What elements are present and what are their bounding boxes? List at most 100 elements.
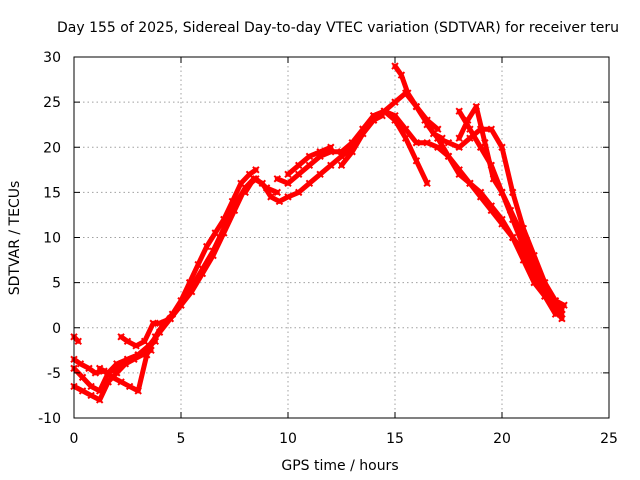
data-point-track-5 (155, 319, 164, 327)
data-point-track-3 (104, 378, 112, 386)
data-point-track-14 (498, 215, 506, 224)
data-point-track-7 (423, 179, 431, 188)
data-point-track-14 (466, 179, 474, 188)
data-point-track-16 (551, 310, 560, 318)
data-point-track-12 (391, 62, 399, 70)
data-point-track-5 (230, 206, 239, 215)
data-point-track-16 (455, 107, 463, 115)
x-tick-label: 5 (177, 431, 186, 447)
data-point-track-13 (560, 301, 568, 309)
data-point-track-5 (123, 337, 132, 345)
data-point-track-16 (519, 242, 528, 251)
data-point-track-6 (145, 342, 153, 350)
x-tick-label: 20 (493, 431, 511, 447)
data-point-track-14 (434, 134, 442, 142)
data-point-track-7 (412, 157, 421, 165)
data-point-track-2 (87, 382, 95, 391)
data-point-track-6 (113, 364, 121, 373)
tick-marks: 0 5 10 15 20 25 -10 -5 0 5 10 15 20 25 30 (38, 50, 618, 447)
data-point-track-6 (104, 369, 112, 377)
data-point-track-7 (275, 197, 284, 206)
y-axis-label: SDTVAR / TECUs (7, 181, 23, 296)
chart-title: Day 155 of 2025, Sidereal Day-to-day VTE… (57, 20, 619, 36)
data-point-track-7 (267, 193, 275, 201)
data-point-track-11 (401, 125, 410, 133)
data-point-track-11 (380, 107, 389, 115)
data-point-track-11 (359, 125, 367, 133)
data-point-track-3 (78, 387, 87, 395)
data-point-track-16 (530, 269, 538, 278)
data-point-track-7 (401, 134, 410, 142)
data-point-track-7 (241, 188, 249, 197)
data-point-track-11 (423, 139, 431, 147)
data-point-track-9 (327, 143, 335, 151)
data-point-track-1 (211, 229, 219, 237)
data-point-track-14 (423, 120, 431, 129)
data-point-track-6 (134, 351, 142, 359)
y-tick-label: -5 (47, 366, 61, 382)
data-point-track-9 (284, 170, 292, 179)
data-point-track-8 (284, 179, 292, 188)
data-point-track-13 (498, 143, 506, 151)
data-point-track-5 (117, 333, 125, 341)
series-line-track-16 (456, 108, 558, 317)
x-axis-label: GPS time / hours (281, 458, 398, 474)
data-point-track-7 (258, 179, 267, 188)
series-group (70, 62, 568, 404)
data-point-track-7 (305, 179, 314, 188)
data-point-track-11 (391, 111, 399, 120)
data-point-track-14 (455, 170, 463, 179)
data-point-track-3 (95, 396, 104, 404)
data-point-track-16 (476, 143, 485, 151)
data-point-track-9 (316, 148, 324, 156)
data-point-track-11 (412, 139, 421, 147)
data-point-track-6 (123, 355, 132, 364)
x-tick-label: 0 (70, 431, 79, 447)
data-point-track-10 (337, 161, 346, 170)
data-point-track-8 (305, 161, 314, 170)
y-tick-label: 5 (52, 276, 61, 292)
y-tick-label: 15 (43, 185, 61, 201)
data-point-track-2 (273, 188, 282, 197)
y-tick-label: 20 (43, 140, 61, 156)
data-point-track-2 (155, 328, 164, 336)
data-point-track-16 (541, 292, 549, 300)
data-point-track-12 (404, 89, 412, 97)
data-point-track-5 (209, 251, 217, 260)
x-tick-label: 15 (386, 431, 404, 447)
data-point-track-7 (250, 175, 258, 183)
data-point-track-10 (348, 148, 356, 156)
data-point-track-8 (273, 175, 282, 183)
data-point-track-5 (149, 319, 157, 327)
data-point-track-7 (284, 193, 292, 201)
data-point-track-7 (327, 161, 335, 170)
data-point-track-5 (198, 269, 207, 278)
data-point-track-12 (412, 102, 421, 111)
data-point-track-8 (294, 170, 303, 179)
data-point-track-4 (74, 337, 82, 345)
data-point-track-14 (508, 233, 517, 242)
data-point-track-11 (369, 111, 378, 120)
data-point-track-8 (391, 98, 399, 106)
data-point-track-9 (294, 161, 303, 170)
data-point-track-13 (508, 188, 517, 197)
data-point-track-7 (316, 170, 324, 179)
data-point-track-5 (220, 229, 228, 237)
data-point-track-14 (487, 202, 496, 210)
data-point-track-6 (151, 337, 160, 345)
data-point-track-14 (476, 188, 485, 197)
data-point-track-15 (472, 102, 481, 111)
data-point-track-7 (294, 188, 303, 197)
y-tick-label: 0 (52, 321, 61, 337)
data-point-track-12 (421, 116, 429, 124)
data-point-track-1 (202, 242, 211, 251)
data-point-track-5 (132, 342, 140, 350)
data-point-track-6 (95, 364, 104, 373)
data-point-track-16 (466, 125, 474, 133)
x-tick-label: 10 (279, 431, 297, 447)
data-point-track-1 (85, 364, 93, 373)
data-point-track-1 (125, 382, 134, 391)
data-point-track-16 (498, 188, 506, 197)
